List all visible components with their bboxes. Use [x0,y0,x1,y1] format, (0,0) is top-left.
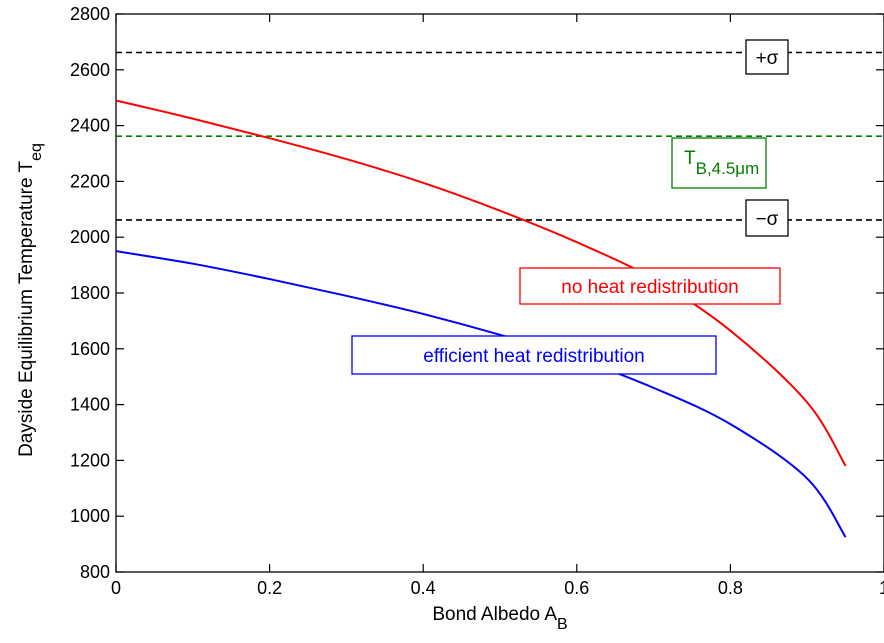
svg-text:TB,4.5μm: TB,4.5μm [684,148,759,178]
x-tick-label: 1 [879,578,884,598]
y-tick-label: 2400 [70,116,110,136]
y-axis-title-subscript: eq [28,143,45,161]
y-tick-label: 1200 [70,450,110,470]
y-axis-title-main: Dayside Equilibrium Temperature T [16,160,37,456]
plus-sigma-label: +σ [756,48,779,69]
efficient-heat-redistribution-label: efficient heat redistribution [423,346,644,367]
x-axis-title-main: Bond Albedo A [432,604,557,625]
x-axis-title: Bond Albedo AB [432,604,567,633]
x-tick-label: 0.2 [257,578,282,598]
brightness-temperature-label: T [684,148,696,169]
plus-sigma-label-box: +σ [745,39,789,75]
series-line-no-heat-redistribution [115,99,847,467]
y-tick-label: 1400 [70,395,110,415]
y-tick-label: 800 [80,562,110,582]
minus-sigma-label-box: −σ [745,199,789,237]
y-tick-label: 1000 [70,506,110,526]
y-axis-title: Dayside Equilibrium Temperature Teq [16,143,45,457]
brightness-temperature-label-subscript: B,4.5μm [696,159,760,178]
no-heat-redistribution-label-box: no heat redistribution [519,267,781,305]
x-axis-title-subscript: B [557,616,568,633]
y-tick-label: 1600 [70,339,110,359]
minus-sigma-label: −σ [756,209,779,230]
y-tick-label: 1800 [70,283,110,303]
x-tick-label: 0.4 [411,578,436,598]
no-heat-redistribution-label: no heat redistribution [561,277,738,298]
y-tick-label: 2600 [70,60,110,80]
x-tick-label: 0.8 [718,578,743,598]
brightness-temperature-label-box: TB,4.5μm [671,137,767,189]
x-tick-label: 0 [111,578,121,598]
x-axis-ticks: 0 0.2 0.4 0.6 0.8 1 [111,14,884,598]
y-tick-label: 2800 [70,4,110,24]
x-tick-label: 0.6 [564,578,589,598]
efficient-heat-redistribution-label-box: efficient heat redistribution [351,335,717,375]
y-tick-label: 2200 [70,171,110,191]
y-axis-ticks: 800 1000 1200 1400 1600 1800 2000 2200 2400 2600 2… [70,4,884,582]
y-tick-label: 2000 [70,227,110,247]
